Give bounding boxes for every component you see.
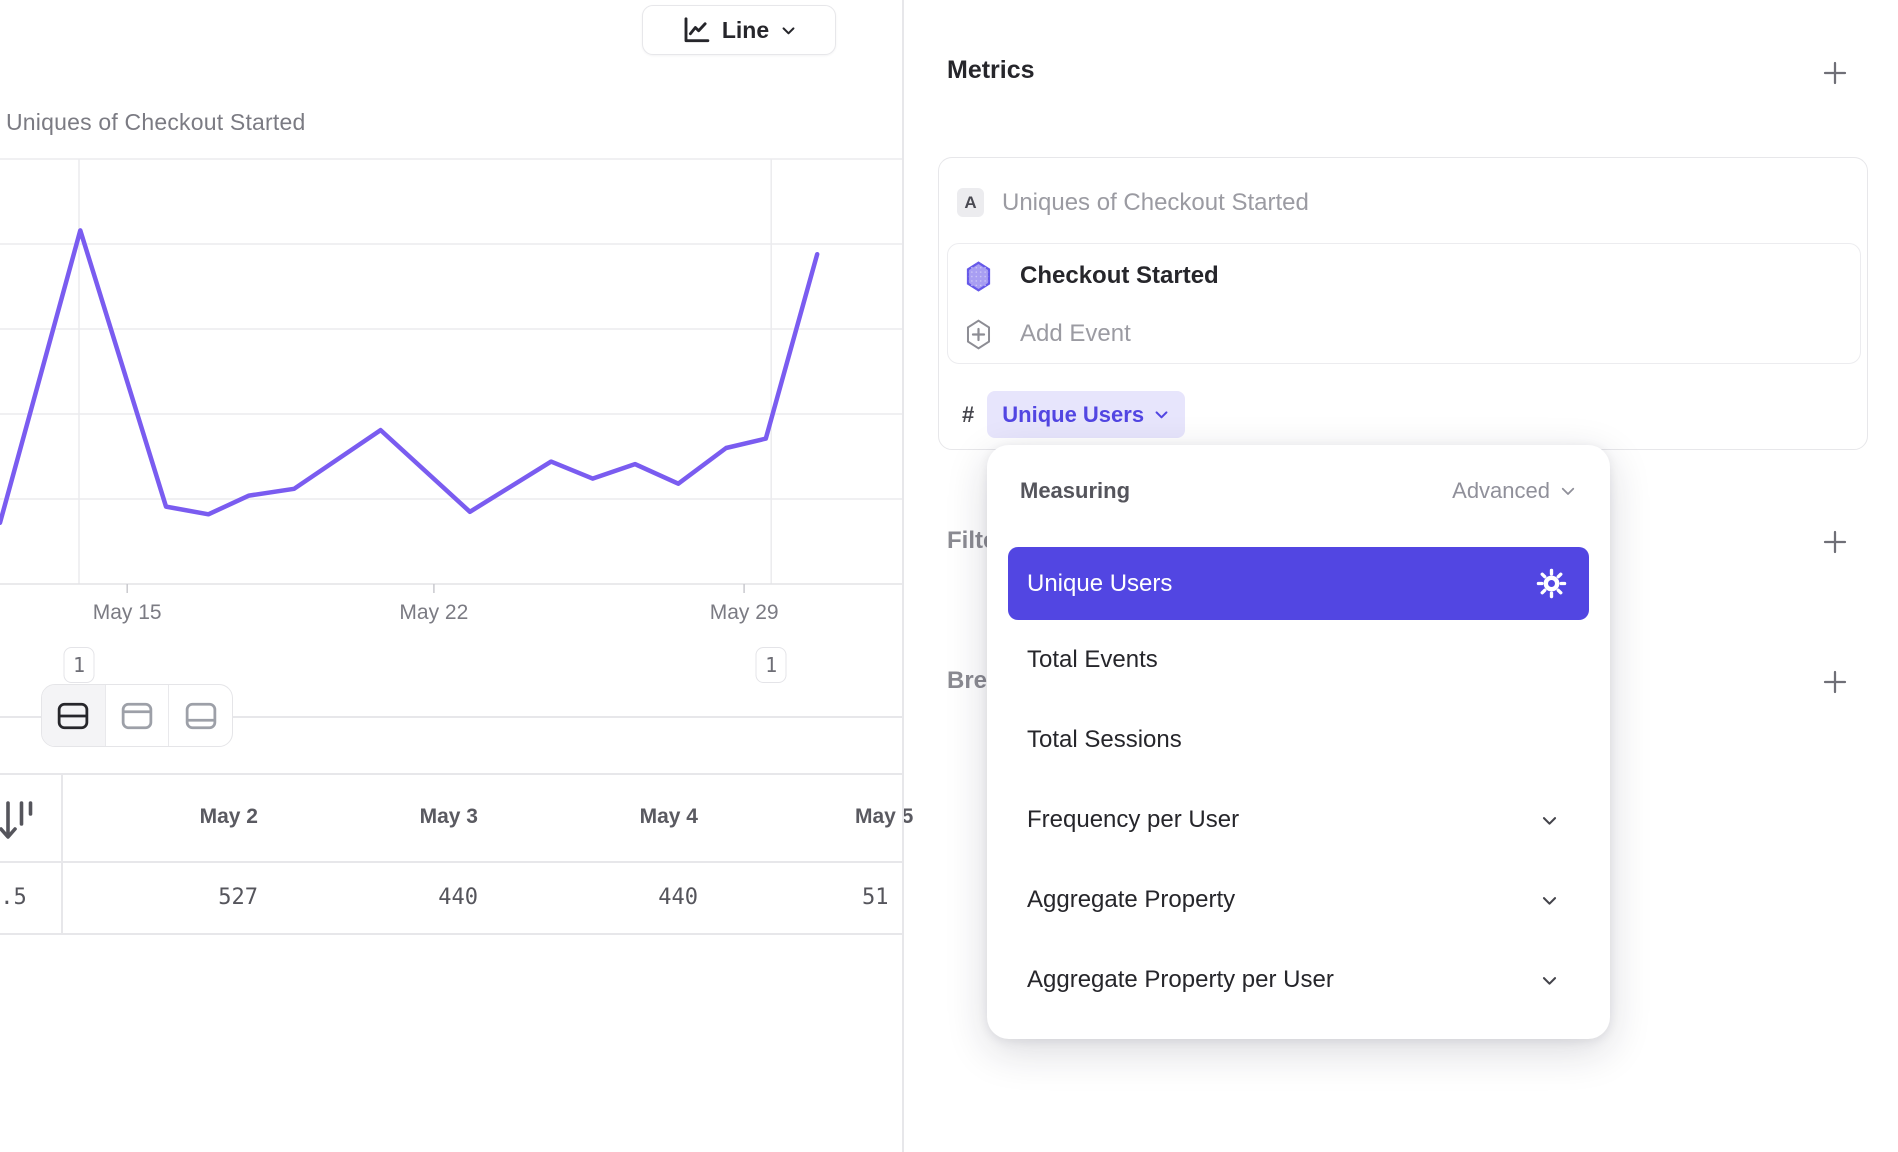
table-column-header[interactable]: May 5 xyxy=(855,805,914,828)
table-bottom-icon xyxy=(185,702,217,730)
annotation-badge[interactable]: 1 xyxy=(755,647,787,683)
measuring-option-frequency-per-user[interactable]: Frequency per User xyxy=(1008,780,1589,860)
x-tick-label: May 15 xyxy=(92,601,162,624)
table-cell: 51 xyxy=(862,884,889,910)
measuring-option-total-events[interactable]: Total Events xyxy=(1008,620,1589,700)
sort-descending-icon[interactable] xyxy=(0,797,38,849)
add-filter-button[interactable] xyxy=(1820,527,1850,557)
chart-table-divider xyxy=(0,716,902,718)
table-border-top xyxy=(0,773,902,775)
table-header-divider xyxy=(0,861,902,863)
measuring-option-aggregate-property[interactable]: Aggregate Property xyxy=(1008,860,1589,940)
table-column-header[interactable]: May 2 xyxy=(199,805,258,828)
chart-type-dropdown[interactable]: Line xyxy=(642,5,836,55)
measure-row: # Unique Users xyxy=(962,391,1186,438)
panel-divider xyxy=(902,0,904,1152)
table-cell: 440 xyxy=(438,884,478,910)
line-chart[interactable] xyxy=(0,0,902,660)
measuring-option-label: Aggregate Property xyxy=(1027,886,1236,913)
event-card: Checkout Started Add Event xyxy=(947,243,1861,364)
split-view-icon xyxy=(57,702,89,730)
chart-only-icon xyxy=(121,702,153,730)
measuring-option-unique-users[interactable]: Unique Users xyxy=(1008,547,1589,620)
chart-title: Uniques of Checkout Started xyxy=(6,109,306,135)
measuring-options: Unique Users Total Events Total Sessions Fr… xyxy=(1008,547,1589,1020)
hash-symbol: # xyxy=(962,401,975,427)
measuring-label: Measuring xyxy=(1020,478,1131,503)
chart-type-label: Line xyxy=(721,16,770,43)
measuring-option-label: Aggregate Property per User xyxy=(1027,966,1334,993)
table-border-bottom xyxy=(0,933,902,935)
table-leading-value: 0.5 xyxy=(0,884,27,910)
metric-title: Uniques of Checkout Started xyxy=(1002,188,1309,216)
chevron-down-icon xyxy=(1559,482,1577,500)
split-view-button[interactable] xyxy=(42,685,105,746)
chevron-down-icon xyxy=(1540,891,1559,910)
layout-toggle xyxy=(41,684,233,747)
x-tick-label: May 29 xyxy=(709,601,779,624)
measuring-popover: Measuring Advanced Unique Users Total Eve… xyxy=(987,445,1610,1039)
add-event-row[interactable]: Add Event xyxy=(964,304,1131,364)
event-row-checkout-started[interactable]: Checkout Started xyxy=(964,246,1219,306)
add-event-hexagon-icon xyxy=(964,318,993,350)
annotation-badge[interactable]: 1 xyxy=(63,647,95,683)
x-tick-label: May 22 xyxy=(399,601,469,624)
measuring-popover-header: Measuring Advanced xyxy=(1020,471,1577,511)
gear-icon[interactable] xyxy=(1536,568,1567,599)
measuring-mode-dropdown[interactable]: Advanced xyxy=(1452,478,1577,504)
chevron-down-icon xyxy=(780,22,797,39)
chevron-down-icon xyxy=(1540,811,1559,830)
table-row[interactable]: 527 440 440 51 xyxy=(61,861,941,933)
measuring-option-aggregate-property-per-user[interactable]: Aggregate Property per User xyxy=(1008,940,1589,1020)
measure-value: Unique Users xyxy=(1002,401,1145,427)
measuring-option-label: Frequency per User xyxy=(1027,806,1240,833)
metric-card: A Uniques of Checkout Started Checkout S… xyxy=(938,157,1868,450)
metric-letter-badge: A xyxy=(957,188,984,217)
table-column-divider xyxy=(61,773,63,933)
table-cell: 527 xyxy=(218,884,258,910)
add-event-label: Add Event xyxy=(1020,320,1131,347)
table-column-header[interactable]: May 4 xyxy=(639,805,698,828)
table-bottom-button[interactable] xyxy=(168,685,232,746)
line-chart-icon xyxy=(681,15,711,45)
measuring-mode-value: Advanced xyxy=(1452,478,1550,503)
event-name: Checkout Started xyxy=(1020,262,1219,289)
chevron-down-icon xyxy=(1153,406,1170,423)
metrics-heading: Metrics xyxy=(947,56,1035,84)
add-metric-button[interactable] xyxy=(1820,58,1850,88)
table-column-header[interactable]: May 3 xyxy=(419,805,478,828)
chevron-down-icon xyxy=(1540,971,1559,990)
measuring-option-label: Total Events xyxy=(1027,646,1158,673)
metric-header[interactable]: A Uniques of Checkout Started xyxy=(957,188,1309,217)
chart-only-button[interactable] xyxy=(104,685,169,746)
measure-dropdown[interactable]: Unique Users xyxy=(987,391,1186,438)
event-hexagon-icon xyxy=(964,260,993,292)
add-breakdown-button[interactable] xyxy=(1820,667,1850,697)
measuring-option-label: Unique Users xyxy=(1027,569,1173,597)
table-cell: 440 xyxy=(658,884,698,910)
table-header-row: May 2 May 3 May 4 May 5 xyxy=(61,773,941,861)
measuring-option-total-sessions[interactable]: Total Sessions xyxy=(1008,700,1589,780)
measuring-option-label: Total Sessions xyxy=(1027,726,1182,753)
